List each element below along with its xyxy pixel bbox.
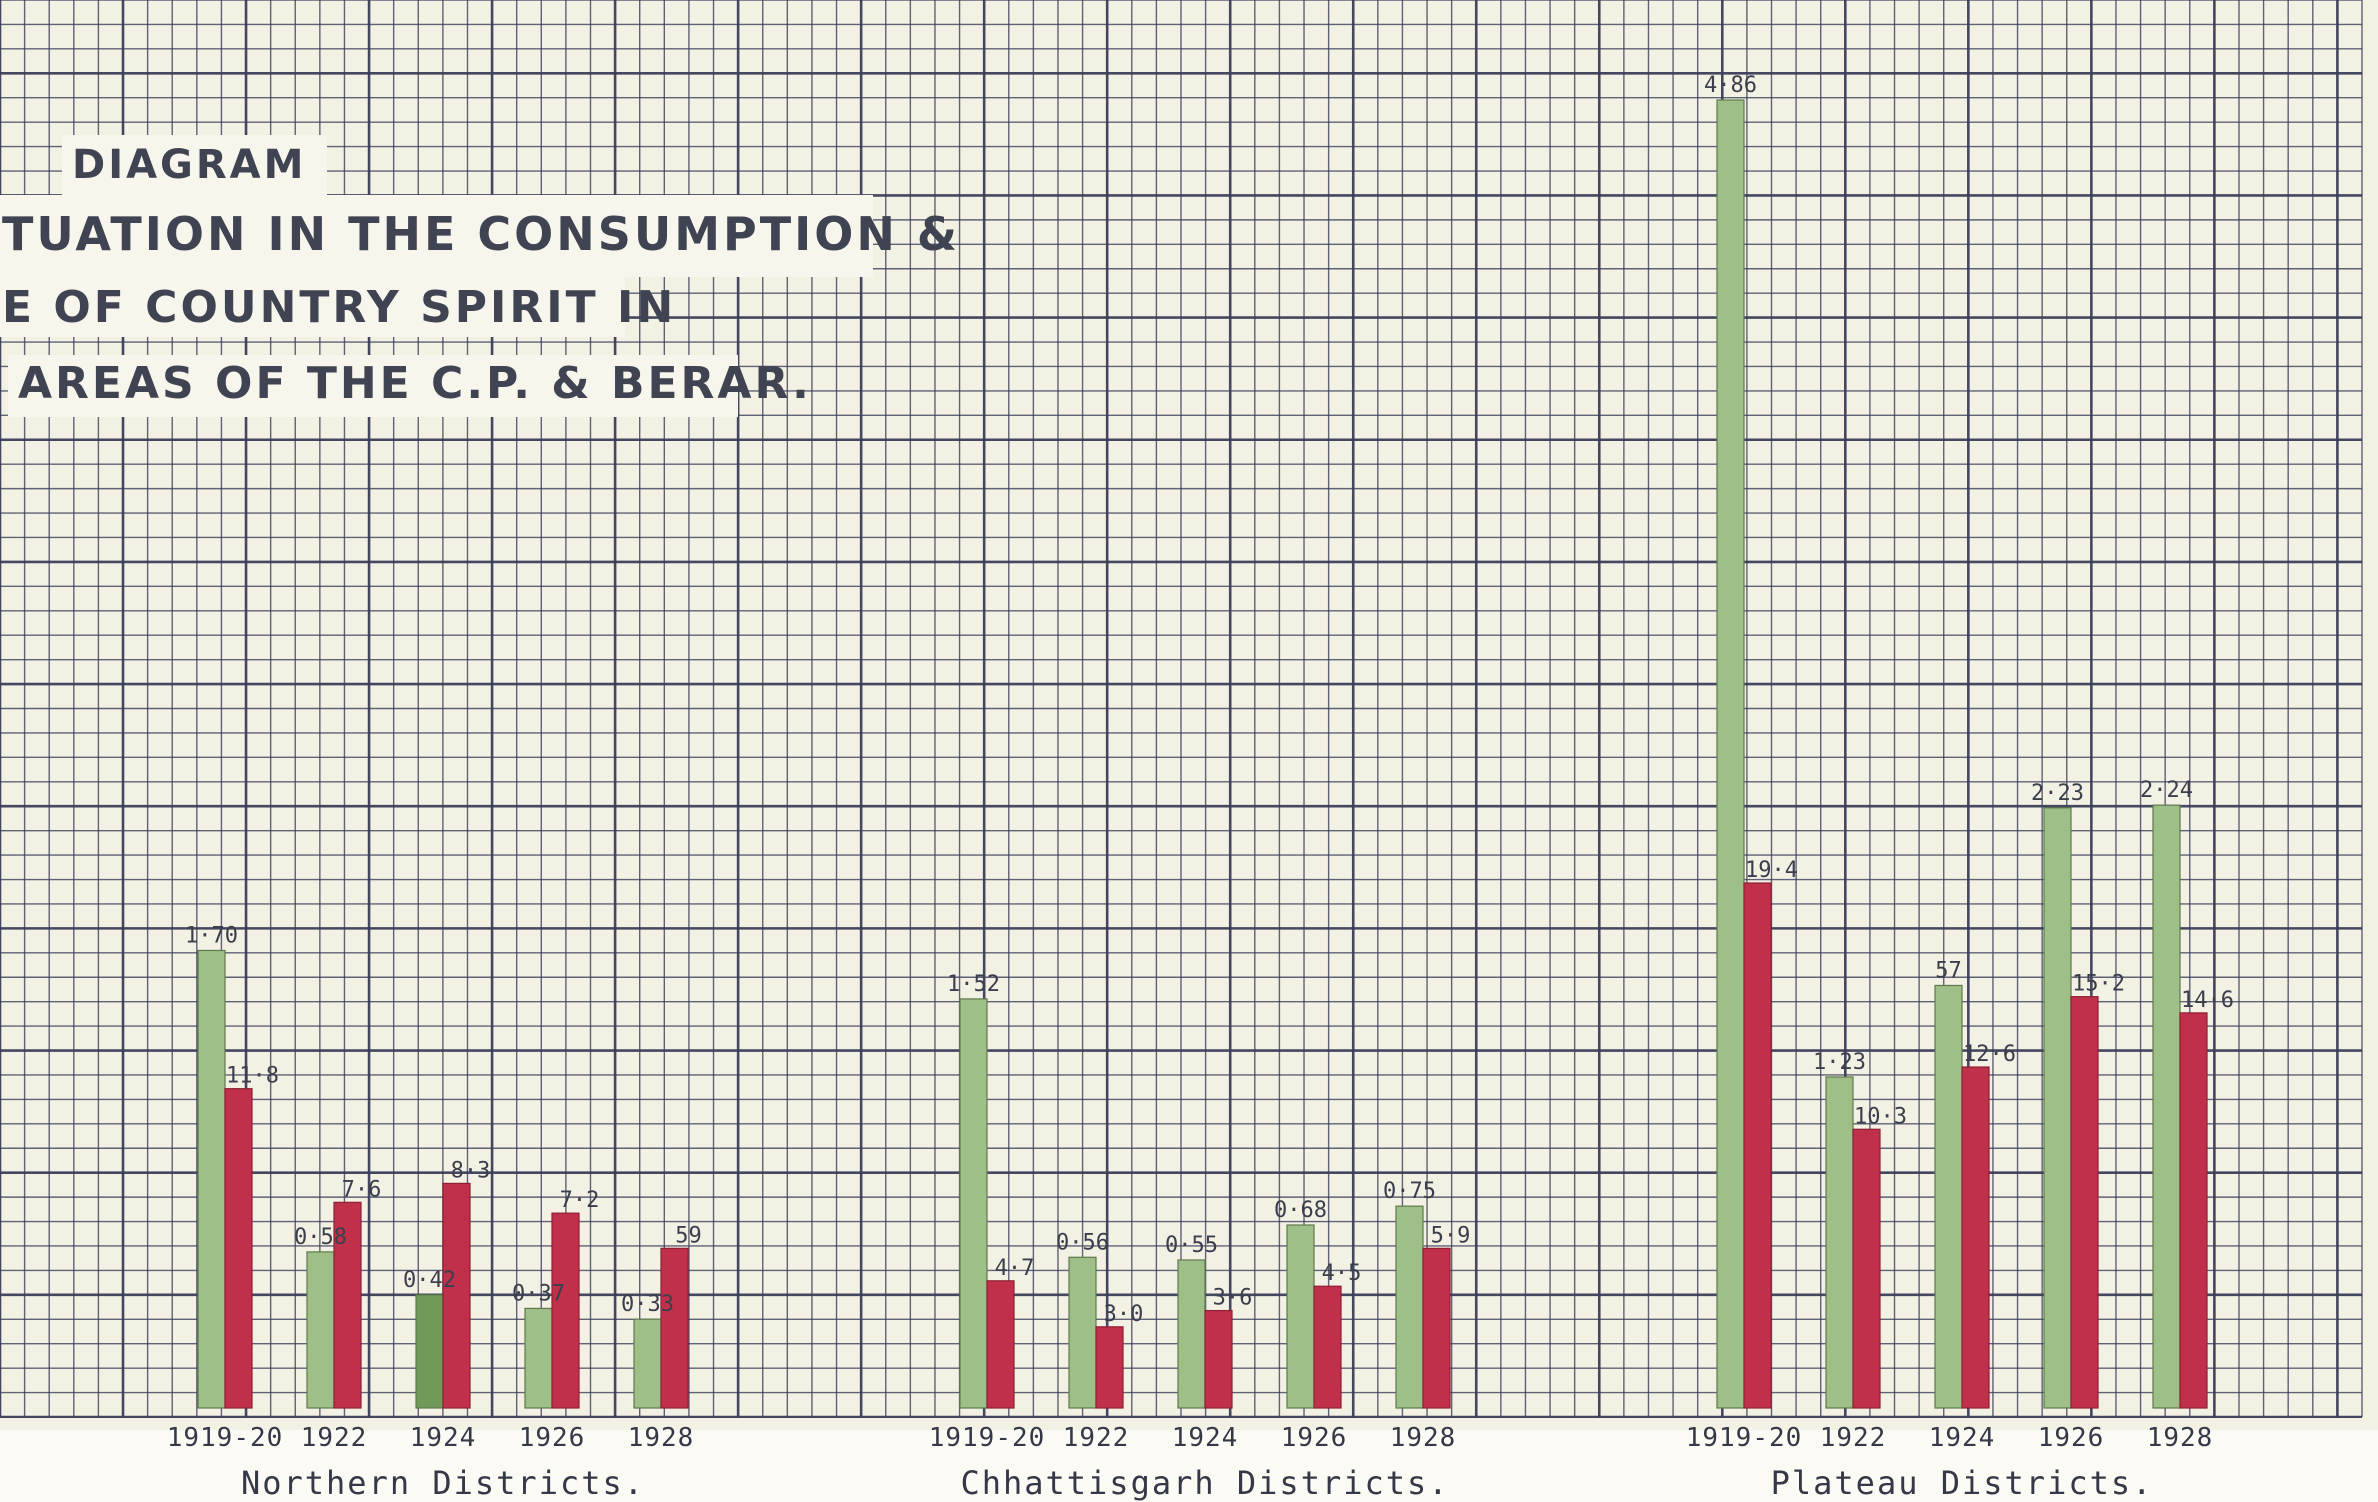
bar-incidence-2-0 bbox=[1743, 882, 1772, 1409]
bar-consumption-1-1 bbox=[1068, 1256, 1097, 1409]
diagram-title: DIAGRAM TUATION IN THE CONSUMPTION & E OF … bbox=[0, 135, 960, 417]
title-line-1: DIAGRAM bbox=[72, 142, 306, 188]
bar-consumption-1-2 bbox=[1177, 1259, 1206, 1409]
title-line-3: E OF COUNTRY SPIRIT IN bbox=[2, 282, 676, 333]
bar-incidence-2-1 bbox=[1852, 1128, 1881, 1409]
red-value-label: 5·9 bbox=[1431, 1223, 1471, 1248]
red-value-label: 3·0 bbox=[1104, 1302, 1144, 1327]
bar-consumption-2-2 bbox=[1934, 984, 1963, 1409]
group-label: Northern Districts. bbox=[241, 1464, 645, 1502]
red-value-label: 14·6 bbox=[2181, 988, 2234, 1013]
red-value-label: 19·4 bbox=[1745, 858, 1798, 883]
bar-incidence-0-1 bbox=[333, 1201, 362, 1409]
bar-consumption-2-1 bbox=[1825, 1076, 1854, 1409]
bar-consumption-2-3 bbox=[2043, 807, 2072, 1409]
red-value-label: 7·6 bbox=[342, 1177, 382, 1202]
red-value-label: 3·6 bbox=[1213, 1286, 1253, 1311]
green-value-label: 0·55 bbox=[1165, 1233, 1218, 1258]
bar-consumption-0-1 bbox=[306, 1251, 335, 1409]
x-axis-labels: 1919-20 1922 1924 1926 1928 Northern District… bbox=[167, 1423, 2214, 1502]
red-value-label: 8·3 bbox=[451, 1158, 491, 1183]
red-value-label: 7·2 bbox=[560, 1188, 600, 1213]
green-value-label: 1·70 bbox=[185, 923, 238, 948]
red-value-label: 12·6 bbox=[1963, 1042, 2016, 1067]
bar-consumption-0-0 bbox=[197, 949, 226, 1409]
green-value-label: 2·24 bbox=[2140, 778, 2193, 803]
bar-incidence-0-0 bbox=[224, 1088, 253, 1409]
green-value-label: 0·58 bbox=[294, 1225, 347, 1250]
bar-incidence-2-3 bbox=[2070, 996, 2099, 1409]
bar-incidence-2-2 bbox=[1961, 1066, 1990, 1409]
green-value-label: 1·23 bbox=[1813, 1050, 1866, 1075]
year-label: 1926 bbox=[2038, 1423, 2105, 1453]
red-value-label: 59 bbox=[675, 1223, 702, 1248]
year-label: 1926 bbox=[1281, 1423, 1348, 1453]
bar-incidence-2-4 bbox=[2179, 1012, 2208, 1409]
year-label: 1919-20 bbox=[167, 1423, 284, 1453]
red-value-label: 11·8 bbox=[226, 1064, 279, 1089]
green-value-label: 4·86 bbox=[1704, 73, 1757, 98]
year-label: 1928 bbox=[1390, 1423, 1457, 1453]
title-backdrop bbox=[8, 355, 738, 417]
bar-consumption-2-4 bbox=[2152, 804, 2181, 1409]
green-value-label: 0·42 bbox=[403, 1268, 456, 1293]
green-value-label: 2·23 bbox=[2031, 781, 2084, 806]
bar-incidence-1-3 bbox=[1313, 1285, 1342, 1409]
green-value-label: 0·75 bbox=[1383, 1179, 1436, 1204]
year-label: 1928 bbox=[628, 1423, 695, 1453]
red-value-label: 4·5 bbox=[1322, 1261, 1362, 1286]
year-label: 1928 bbox=[2147, 1423, 2214, 1453]
bar-value-labels: 1·70 11·8 0·58 7·6 0·42 8·3 0·37 7·2 0·33 59 1·52 4… bbox=[185, 73, 2234, 1327]
year-label: 1919-20 bbox=[929, 1423, 1046, 1453]
title-line-4: AREAS OF THE C.P. & BERAR. bbox=[18, 358, 812, 409]
bar-consumption-1-4 bbox=[1395, 1205, 1424, 1409]
bar-incidence-0-4 bbox=[660, 1247, 689, 1409]
group-label: Plateau Districts. bbox=[1771, 1464, 2154, 1502]
red-value-label: 4·7 bbox=[995, 1256, 1035, 1281]
green-value-label: 0·33 bbox=[621, 1292, 674, 1317]
bar-incidence-1-4 bbox=[1422, 1247, 1451, 1409]
year-label: 1922 bbox=[301, 1423, 368, 1453]
green-value-label: 0·56 bbox=[1056, 1230, 1109, 1255]
title-backdrop bbox=[0, 275, 625, 337]
title-backdrop bbox=[0, 195, 873, 277]
year-label: 1924 bbox=[410, 1423, 477, 1453]
bar-consumption-1-0 bbox=[959, 998, 988, 1409]
year-label: 1922 bbox=[1063, 1423, 1130, 1453]
year-label: 1924 bbox=[1172, 1423, 1239, 1453]
group-label: Chhattisgarh Districts. bbox=[960, 1464, 1449, 1502]
bar-incidence-0-3 bbox=[551, 1212, 580, 1409]
red-value-label: 15·2 bbox=[2072, 972, 2125, 997]
bar-incidence-1-1 bbox=[1095, 1326, 1124, 1409]
bar-consumption-2-0 bbox=[1716, 99, 1745, 1409]
bar-consumption-0-3 bbox=[524, 1307, 553, 1409]
bar-incidence-0-2 bbox=[442, 1182, 471, 1409]
year-label: 1922 bbox=[1820, 1423, 1887, 1453]
green-value-label: 0·68 bbox=[1274, 1198, 1327, 1223]
red-value-label: 10·3 bbox=[1854, 1104, 1907, 1129]
green-value-label: 0·37 bbox=[512, 1281, 565, 1306]
bar-consumption-1-3 bbox=[1286, 1224, 1315, 1409]
green-value-label: 1·52 bbox=[947, 972, 1000, 997]
bar-consumption-0-4 bbox=[633, 1318, 662, 1409]
bar-consumption-0-2 bbox=[415, 1294, 444, 1409]
title-backdrop bbox=[62, 135, 327, 197]
year-label: 1919-20 bbox=[1686, 1423, 1803, 1453]
title-line-2: TUATION IN THE CONSUMPTION & bbox=[2, 207, 960, 261]
green-value-label: 57 bbox=[1935, 958, 1962, 983]
label-strip bbox=[0, 1430, 2378, 1502]
bars bbox=[197, 99, 2208, 1409]
bar-incidence-1-2 bbox=[1204, 1309, 1233, 1409]
year-label: 1924 bbox=[1929, 1423, 1996, 1453]
bar-incidence-1-0 bbox=[986, 1280, 1015, 1409]
year-label: 1926 bbox=[519, 1423, 586, 1453]
